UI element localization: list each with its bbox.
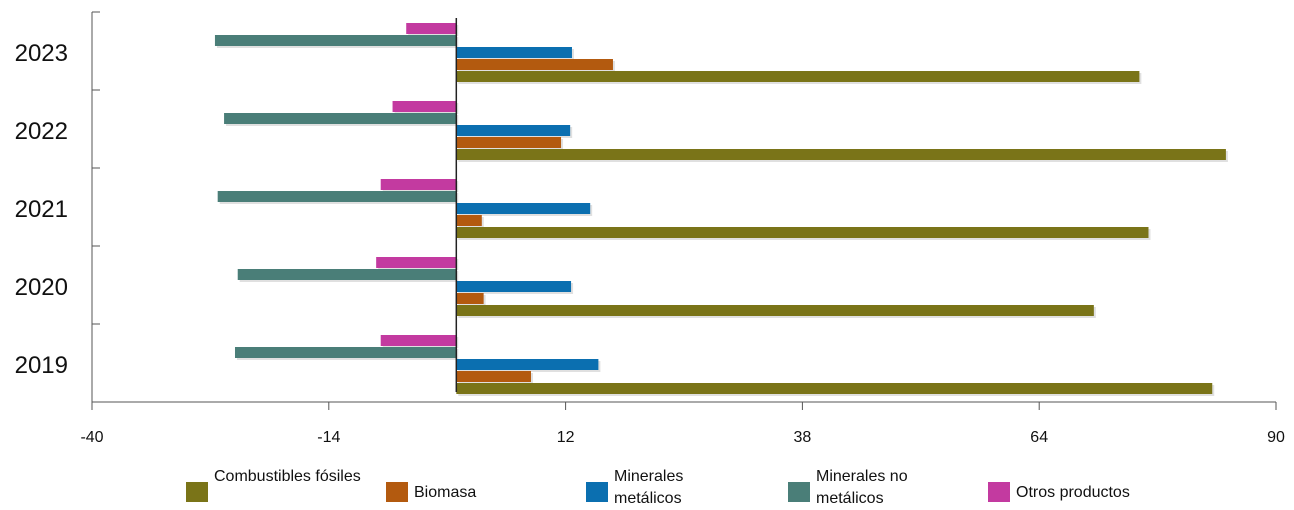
legend-label: Minerales no metálicos (816, 468, 908, 507)
bar-minerales-no-met-licos-2021 (217, 191, 457, 202)
bar-combustibles-f-siles-2019 (456, 383, 1213, 394)
bar-otros-productos-2021 (380, 179, 457, 190)
bar-otros-productos-2019 (380, 335, 457, 346)
bar-minerales-met-licos-2019 (456, 359, 599, 370)
bar-biomasa-2021 (456, 215, 482, 226)
bar-combustibles-f-siles-2021 (456, 227, 1149, 238)
legend-label: Combustibles fósiles (214, 468, 361, 485)
bar-minerales-met-licos-2020 (456, 281, 572, 292)
x-tick-label: -14 (317, 429, 340, 446)
chart: -40 -14 12 38 64 90 2023 2022 2021 2020 2019 (15, 11, 1285, 446)
legend-swatch (788, 482, 810, 502)
bar-otros-productos-2022 (392, 101, 457, 112)
legend-swatch (586, 482, 608, 502)
legend-label: Minerales metálicos (614, 468, 684, 507)
bar-minerales-met-licos-2022 (456, 125, 571, 136)
bar-biomasa-2020 (456, 293, 484, 304)
bar-combustibles-f-siles-2022 (456, 149, 1226, 160)
y-category-label: 2023 (15, 40, 68, 67)
bar-minerales-met-licos-2021 (456, 203, 591, 214)
y-category-label: 2021 (15, 196, 68, 223)
x-tick-label: 12 (557, 429, 575, 446)
legend-label: Otros productos (1016, 484, 1130, 501)
x-tick-label: 64 (1030, 429, 1048, 446)
bar-minerales-no-met-licos-2022 (224, 113, 457, 124)
legend-item: Minerales metálicos (586, 466, 754, 510)
y-category-label: 2022 (15, 118, 68, 145)
bar-biomasa-2019 (456, 371, 531, 382)
bar-minerales-no-met-licos-2020 (237, 269, 457, 280)
legend-item: Minerales no metálicos (788, 466, 966, 510)
bar-minerales-no-met-licos-2019 (234, 347, 457, 358)
bar-biomasa-2023 (456, 59, 613, 70)
legend: Combustibles fósiles Biomasa Minerales met… (0, 462, 1294, 510)
legend-item: Combustibles fósiles (186, 466, 364, 502)
bar-minerales-no-met-licos-2023 (214, 35, 457, 46)
x-tick-label: -40 (80, 429, 103, 446)
legend-swatch (988, 482, 1010, 502)
legend-item: Otros productos (988, 466, 1206, 504)
bar-biomasa-2022 (456, 137, 562, 148)
y-category-label: 2019 (15, 352, 68, 379)
bar-otros-productos-2023 (406, 23, 457, 34)
y-category-label: 2020 (15, 274, 68, 301)
legend-label: Biomasa (414, 484, 477, 501)
x-tick-label: 90 (1267, 429, 1285, 446)
legend-swatch (386, 482, 408, 502)
x-tick-label: 38 (794, 429, 812, 446)
bar-otros-productos-2020 (376, 257, 457, 268)
bar-combustibles-f-siles-2020 (456, 305, 1094, 316)
bar-combustibles-f-siles-2023 (456, 71, 1140, 82)
legend-swatch (186, 482, 208, 502)
bar-minerales-met-licos-2023 (456, 47, 572, 58)
legend-item: Biomasa (386, 466, 534, 504)
